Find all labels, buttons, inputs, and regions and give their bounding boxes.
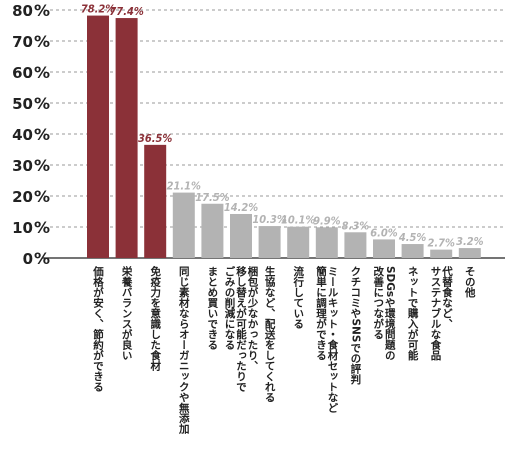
x-axis-labels: 価格が安く、節約ができる 栄養バランスが良い 免疫力を意識した食材 同じ素材ならオーガ…	[92, 265, 476, 435]
y-tick-label: 20	[12, 188, 33, 206]
bar	[172, 192, 195, 258]
bar	[344, 232, 367, 258]
y-tick-unit: %	[34, 1, 50, 20]
data-label: 36.5%	[138, 132, 172, 145]
y-tick-label: 0	[23, 250, 33, 268]
bar	[315, 227, 338, 258]
data-label: 14.2%	[224, 201, 258, 214]
y-tick-label: 30	[12, 157, 33, 175]
x-tick-label: 簡単に調理ができる	[315, 265, 327, 360]
y-axis: 0 %10 %20 %30 %40 %50 %60 %70 %80%	[12, 1, 50, 268]
y-tick-unit: %	[34, 125, 50, 144]
x-tick-label: 価格が安く、節約ができる	[92, 265, 104, 392]
bar	[401, 244, 424, 258]
x-tick-label: 梱包が少なかったり、	[247, 265, 259, 371]
bar	[115, 18, 138, 259]
y-tick-unit: %	[34, 63, 50, 82]
x-tick-label: 同じ素材ならオーガニックや無添加	[178, 266, 190, 435]
data-label: 17.5%	[195, 191, 229, 204]
y-tick-label: 10	[12, 219, 33, 237]
data-label: 8.3%	[342, 219, 370, 232]
x-tick-label: 改善につながる	[372, 265, 384, 339]
y-tick-label: 80	[12, 2, 33, 20]
x-tick-label: サステナブルな食品	[429, 266, 441, 361]
data-label: 78.2%	[81, 3, 115, 16]
x-tick-label: 代替食など、	[441, 265, 453, 329]
y-tick-unit: %	[34, 249, 50, 268]
data-label: 10.1%	[281, 214, 315, 227]
bar	[201, 203, 224, 258]
bars	[87, 15, 481, 259]
bar	[430, 249, 453, 258]
x-tick-label: 流行している	[292, 265, 304, 329]
x-tick-label: 免疫力を意識した食材	[149, 265, 161, 372]
y-tick-unit: %	[34, 156, 50, 175]
data-label: 4.5%	[399, 231, 427, 244]
data-label: 3.2%	[456, 235, 484, 248]
x-tick-label: ミールキット・食材セットなど	[327, 266, 339, 414]
y-tick-unit: %	[34, 32, 50, 51]
y-tick-unit: %	[34, 94, 50, 113]
bar	[87, 15, 109, 258]
data-labels: 78.2%77.4% 36.5% 21.1%17.5%14.2%10.3%10.1%…	[81, 3, 484, 250]
bar	[373, 239, 395, 258]
bar	[287, 226, 310, 258]
x-tick-label: 生協など、配送をしてくれる	[264, 265, 276, 402]
x-tick-label: 栄養バランスが良い	[121, 265, 133, 360]
bar	[230, 213, 252, 258]
bar	[144, 144, 167, 258]
x-tick-label: その他	[464, 266, 476, 298]
y-tick-label: 40	[12, 126, 33, 144]
x-tick-label: クチコミやSNSでの評判	[349, 266, 361, 385]
bar	[458, 248, 481, 258]
x-tick-label: まとめ買いできる	[206, 266, 218, 350]
x-tick-label: ごみの削減になる	[224, 265, 236, 350]
y-tick-unit: %	[34, 187, 50, 206]
x-tick-label: ネットで購入が可能	[407, 266, 419, 361]
x-tick-label: 移し替えが可能だったりで	[235, 265, 247, 393]
data-label: 2.7%	[427, 237, 455, 250]
y-tick-label: 50	[12, 95, 33, 113]
y-tick-label: 70	[12, 33, 33, 51]
data-label: 10.3%	[252, 213, 286, 226]
data-label: 9.9%	[313, 214, 341, 227]
data-label: 21.1%	[167, 180, 201, 193]
x-tick-label: SDGsや環境問題の	[384, 266, 396, 360]
bar	[258, 226, 281, 258]
data-label: 77.4%	[109, 5, 143, 18]
y-tick-unit: %	[34, 218, 50, 237]
data-label: 6.0%	[370, 226, 398, 239]
y-tick-label: 60	[12, 64, 33, 82]
